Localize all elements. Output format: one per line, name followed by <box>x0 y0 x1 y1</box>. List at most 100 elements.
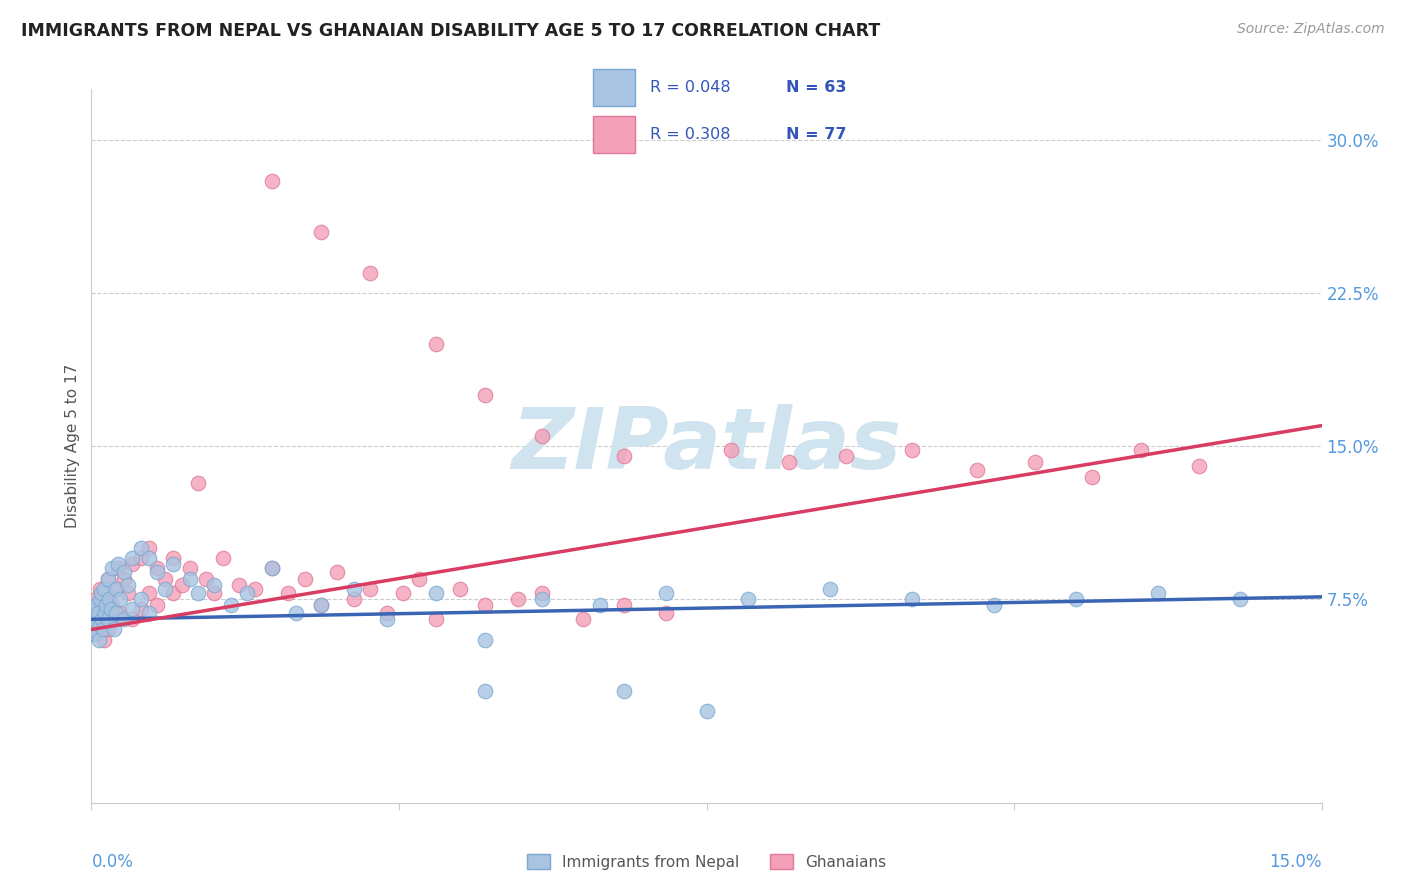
Point <box>245 582 267 596</box>
Point <box>91 612 114 626</box>
Point <box>966 463 988 477</box>
Point <box>129 602 152 616</box>
Point <box>82 623 104 637</box>
Point <box>613 683 636 698</box>
Point <box>1024 455 1046 469</box>
Point <box>93 602 115 616</box>
Point <box>818 582 841 596</box>
Point <box>720 443 742 458</box>
Point <box>112 612 135 626</box>
Point <box>129 541 152 555</box>
Point <box>98 591 121 606</box>
Point <box>91 586 114 600</box>
Point <box>138 606 160 620</box>
Point <box>97 623 120 637</box>
Point <box>129 591 152 606</box>
Point <box>695 704 717 718</box>
Point <box>294 572 316 586</box>
Text: N = 63: N = 63 <box>786 80 846 95</box>
Legend: Immigrants from Nepal, Ghanaians: Immigrants from Nepal, Ghanaians <box>519 846 894 877</box>
Point <box>97 572 120 586</box>
Point <box>84 618 107 632</box>
Point <box>138 551 160 566</box>
Point <box>89 618 111 632</box>
Point <box>105 582 127 596</box>
Point <box>112 566 135 580</box>
Point <box>900 443 922 458</box>
Point <box>179 561 201 575</box>
Point <box>1064 591 1087 606</box>
Point <box>105 582 127 596</box>
Point <box>228 577 250 591</box>
Point <box>359 582 381 596</box>
Point <box>83 612 105 626</box>
Point <box>87 606 110 620</box>
Point <box>117 586 139 600</box>
Point <box>179 572 201 586</box>
Text: R = 0.048: R = 0.048 <box>650 80 731 95</box>
Point <box>187 586 209 600</box>
Point <box>89 591 111 606</box>
Point <box>146 566 169 580</box>
Point <box>983 598 1005 612</box>
Point <box>93 606 115 620</box>
Point <box>98 591 121 606</box>
Point <box>87 632 110 647</box>
Point <box>835 449 858 463</box>
Point <box>449 582 471 596</box>
Point <box>86 591 108 606</box>
Point <box>89 582 111 596</box>
Point <box>425 337 447 351</box>
Point <box>83 602 105 616</box>
Point <box>613 598 636 612</box>
Bar <box>592 70 636 105</box>
Point <box>101 561 124 575</box>
Point <box>260 561 283 575</box>
Point <box>654 606 676 620</box>
Point <box>425 612 447 626</box>
Point <box>202 586 225 600</box>
Point <box>531 586 554 600</box>
Point <box>117 577 139 591</box>
Point <box>86 598 108 612</box>
Point <box>285 606 308 620</box>
Point <box>121 612 143 626</box>
Point <box>392 586 415 600</box>
Point <box>474 388 496 402</box>
Point <box>343 582 366 596</box>
Point <box>474 683 496 698</box>
Point <box>572 612 595 626</box>
Point <box>121 602 143 616</box>
Point <box>343 591 366 606</box>
Text: N = 77: N = 77 <box>786 127 846 142</box>
Point <box>1146 586 1168 600</box>
Y-axis label: Disability Age 5 to 17: Disability Age 5 to 17 <box>65 364 80 528</box>
Point <box>309 225 332 239</box>
Text: Source: ZipAtlas.com: Source: ZipAtlas.com <box>1237 22 1385 37</box>
Point <box>260 561 283 575</box>
Point <box>1081 469 1104 483</box>
Point <box>589 598 612 612</box>
Point <box>129 551 152 566</box>
Point <box>309 598 332 612</box>
Point <box>778 455 800 469</box>
Point <box>105 612 127 626</box>
Point <box>219 598 242 612</box>
Point <box>531 429 554 443</box>
Point <box>408 572 430 586</box>
Point <box>187 475 209 490</box>
Point <box>1229 591 1251 606</box>
Point <box>531 591 554 606</box>
Point <box>108 606 131 620</box>
Point <box>277 586 299 600</box>
Point <box>84 626 107 640</box>
Point <box>425 586 447 600</box>
Point <box>93 632 115 647</box>
Point <box>236 586 259 600</box>
Point <box>474 632 496 647</box>
Point <box>146 561 169 575</box>
Point <box>138 586 160 600</box>
Point <box>1187 459 1209 474</box>
Point <box>96 606 117 620</box>
Point <box>309 598 332 612</box>
